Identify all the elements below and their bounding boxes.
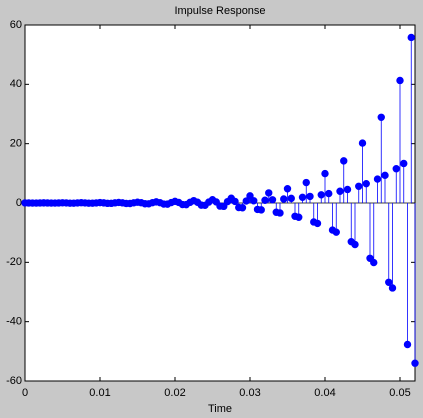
stem-marker (250, 197, 258, 205)
y-tick-label: 0 (16, 197, 22, 209)
x-tick-label: 0.02 (164, 387, 185, 399)
stem-marker (388, 284, 397, 292)
y-tick-label: -20 (6, 256, 22, 268)
x-tick-label: 0 (22, 387, 28, 399)
stem-marker (317, 191, 325, 199)
stem-marker (407, 33, 415, 42)
y-tick-label: 20 (10, 138, 22, 150)
stem-marker (340, 157, 348, 165)
stem-marker (306, 192, 314, 201)
stem-marker (377, 113, 385, 121)
stem-marker (392, 165, 400, 173)
stem-marker (261, 196, 269, 204)
y-tick-label: 60 (10, 19, 22, 31)
stem-marker (400, 159, 408, 168)
stem-marker (396, 76, 404, 85)
stem-marker (276, 209, 284, 217)
stem-marker (358, 139, 367, 147)
stem-marker (238, 204, 247, 212)
stem-marker (332, 228, 340, 236)
stem-marker (287, 194, 295, 203)
stem-marker (385, 278, 393, 286)
stem-marker (220, 202, 228, 211)
x-tick-label: 0.01 (89, 387, 110, 399)
stem-marker (370, 258, 378, 267)
stem-marker (231, 197, 239, 206)
x-tick-label: 0.03 (239, 387, 260, 399)
stem-marker (242, 197, 250, 205)
x-tick-label: 0.04 (314, 387, 335, 399)
stem-marker (298, 193, 307, 202)
stem-marker (351, 240, 359, 249)
stem-marker (246, 192, 254, 200)
y-tick-label: -60 (6, 375, 22, 387)
stem-marker (265, 189, 273, 197)
stem-marker (411, 359, 419, 367)
stem-marker (343, 185, 352, 194)
y-tick-label: 40 (10, 78, 22, 90)
chart-title: Impulse Response (174, 5, 265, 17)
x-tick-label: 0.05 (389, 387, 410, 399)
stem-marker (257, 206, 265, 214)
stem-marker (268, 196, 277, 204)
stem-marker (355, 182, 363, 190)
stem-marker (381, 171, 389, 180)
stem-marker (280, 195, 288, 203)
stem-marker (336, 187, 344, 195)
stem-marker (302, 178, 310, 187)
stem-marker (362, 179, 370, 188)
stem-marker (295, 213, 303, 221)
stem-marker (325, 189, 333, 198)
stem-marker (283, 185, 292, 193)
x-axis-label: Time (208, 403, 232, 415)
y-tick-label: -40 (6, 316, 22, 328)
stem-marker (321, 169, 329, 178)
stem-marker (373, 175, 382, 183)
stem-marker (403, 340, 412, 349)
stem-marker (313, 219, 322, 228)
